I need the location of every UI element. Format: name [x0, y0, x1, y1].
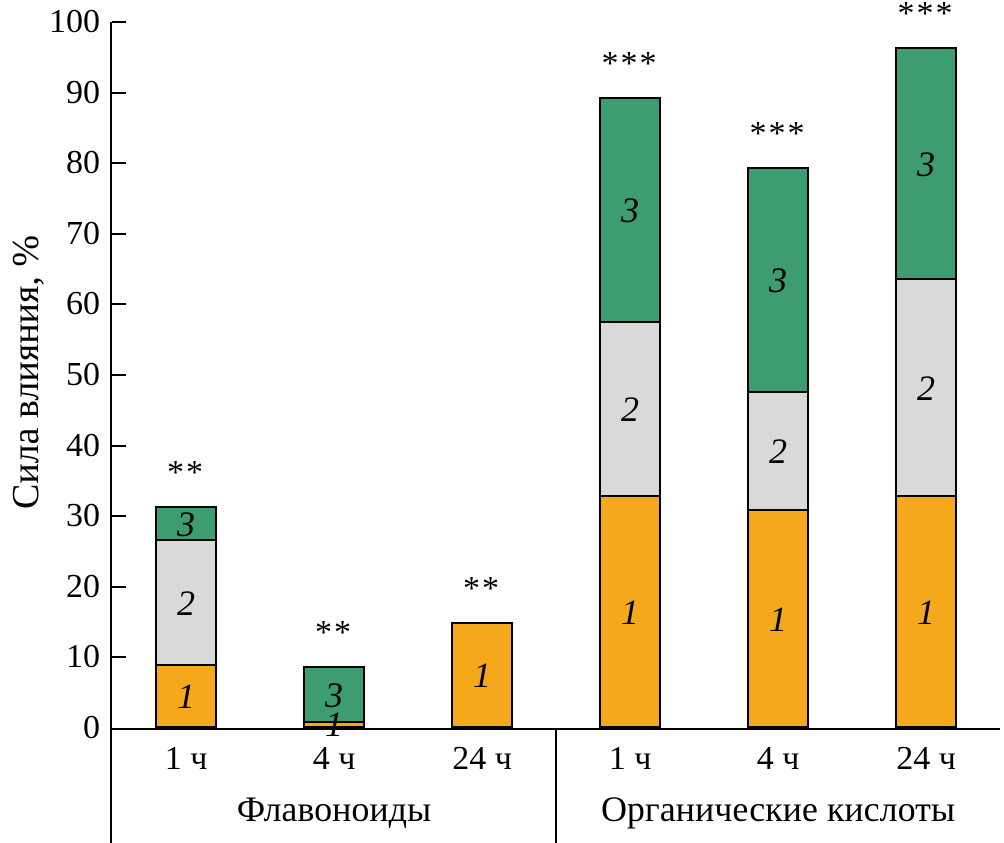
x-tick-label: 4 ч	[312, 740, 356, 777]
bar-segment: 2	[895, 278, 957, 498]
segment-label: 3	[769, 260, 787, 301]
y-tick-label: 20	[66, 567, 100, 605]
segment-label: 1	[769, 598, 787, 639]
significance-label: ***	[749, 115, 807, 153]
bar-segment: 2	[599, 320, 661, 498]
bar-segment: 1	[155, 664, 217, 728]
group-label: Флавоноиды	[236, 789, 432, 829]
bar-segment: 3	[303, 666, 365, 723]
y-tick-mark	[112, 374, 126, 376]
segment-label: 3	[177, 503, 195, 544]
x-tick-label: 24 ч	[452, 740, 512, 777]
segment-label: 2	[917, 367, 935, 408]
y-tick-mark	[112, 656, 126, 659]
significance-label: **	[167, 454, 205, 492]
bar-segment: 2	[747, 391, 809, 512]
plot-area: 0 10 20 30 40 50 60 70 80 90 100 3 2 1 ** 3 1 ** 1 ** 3 2 1 ***…	[49, 0, 1000, 746]
y-tick-mark	[112, 91, 126, 94]
bar-segment: 1	[747, 509, 809, 728]
bar-segment: 3	[747, 167, 809, 394]
bar: 3 1 **	[303, 614, 365, 742]
y-tick-label: 30	[66, 497, 100, 535]
bar: 3 2 1 **	[155, 454, 217, 728]
x-axis-band: 1 ч 4 ч 24 ч Флавоноиды 1 ч 4 ч 24 ч Органическ…	[110, 730, 1000, 843]
x-tick-label: 4 ч	[756, 740, 800, 777]
y-tick-mark	[112, 232, 126, 235]
y-tick-mark	[112, 515, 126, 518]
significance-label: ***	[897, 0, 955, 33]
y-tick-label: 100	[49, 3, 100, 40]
y-tick-mark	[112, 21, 126, 23]
y-tick-label: 10	[66, 638, 100, 676]
segment-label: 3	[917, 143, 935, 184]
bar-segment: 1	[451, 622, 513, 728]
bar: 3 2 1 ***	[747, 115, 809, 728]
y-tick-mark	[112, 303, 126, 306]
significance-label: **	[315, 614, 353, 652]
segment-label: 1	[325, 704, 343, 745]
significance-label: ***	[601, 44, 659, 82]
bar-segment: 1	[599, 495, 661, 728]
segment-label: 2	[177, 582, 195, 623]
y-tick-label: 40	[66, 426, 100, 464]
y-tick-label: 60	[66, 285, 100, 323]
bar-segment: 1	[895, 495, 957, 728]
segment-label: 2	[621, 388, 639, 429]
bar-segment: 3	[895, 47, 957, 281]
y-tick-label: 0	[83, 709, 100, 746]
bar-segment: 3	[155, 503, 217, 544]
bar: 3 2 1 ***	[599, 45, 661, 728]
segment-label: 1	[473, 655, 491, 696]
segment-label: 1	[917, 591, 935, 632]
y-tick-mark	[112, 162, 126, 165]
y-tick-mark	[112, 585, 126, 588]
x-tick-label: 1 ч	[164, 740, 208, 777]
y-tick-label: 90	[66, 73, 100, 111]
y-tick-label: 70	[66, 214, 100, 252]
y-tick-mark	[112, 444, 126, 447]
bar-segment: 3	[599, 96, 661, 323]
y-tick-label: 80	[66, 144, 100, 182]
bar: 3 2 1 ***	[895, 0, 957, 728]
x-tick-label: 24 ч	[896, 740, 956, 777]
group-label: Органические кислоты	[600, 789, 956, 829]
x-tick-label: 1 ч	[608, 740, 652, 777]
segment-label: 2	[769, 431, 787, 472]
segment-label: 3	[325, 674, 343, 715]
bar: 1 **	[451, 570, 513, 728]
bar-segment: 2	[155, 539, 217, 667]
y-tick-label: 50	[66, 356, 100, 393]
segment-label: 1	[621, 591, 639, 632]
group-divider	[555, 730, 557, 843]
segment-label: 3	[621, 189, 639, 230]
bar-segment: 1	[303, 706, 365, 742]
significance-label: **	[463, 570, 501, 608]
segment-label: 1	[177, 676, 195, 717]
